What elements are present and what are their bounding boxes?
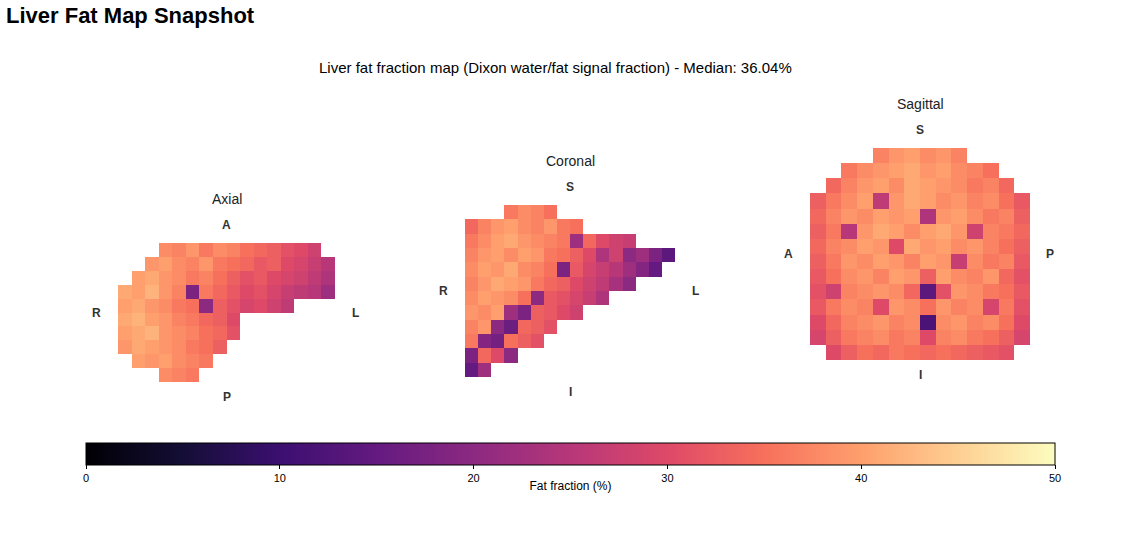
svg-text:Coronal: Coronal <box>546 153 595 169</box>
svg-text:L: L <box>692 284 699 298</box>
svg-text:30: 30 <box>661 472 673 484</box>
svg-text:I: I <box>569 385 572 399</box>
svg-text:R: R <box>92 306 101 320</box>
svg-text:20: 20 <box>467 472 479 484</box>
svg-text:P: P <box>1046 247 1054 261</box>
svg-text:50: 50 <box>1049 472 1061 484</box>
html-text:Liver Fat Map Snapshot: Liver Fat Map Snapshot <box>6 3 255 28</box>
svg-text:P: P <box>223 390 231 404</box>
svg-text:40: 40 <box>855 472 867 484</box>
svg-text:10: 10 <box>274 472 286 484</box>
svg-text:R: R <box>439 284 448 298</box>
svg-text:Liver fat fraction map (Dixon: Liver fat fraction map (Dixon water/fat … <box>319 59 792 76</box>
svg-text:A: A <box>222 218 231 232</box>
svg-text:0: 0 <box>83 472 89 484</box>
svg-text:I: I <box>919 368 922 382</box>
svg-text:S: S <box>566 180 574 194</box>
svg-text:Sagittal: Sagittal <box>897 96 944 112</box>
svg-text:L: L <box>352 306 359 320</box>
svg-text:A: A <box>784 247 793 261</box>
svg-text:S: S <box>916 123 924 137</box>
svg-text:Axial: Axial <box>212 191 242 207</box>
svg-text:Fat fraction (%): Fat fraction (%) <box>529 479 611 493</box>
